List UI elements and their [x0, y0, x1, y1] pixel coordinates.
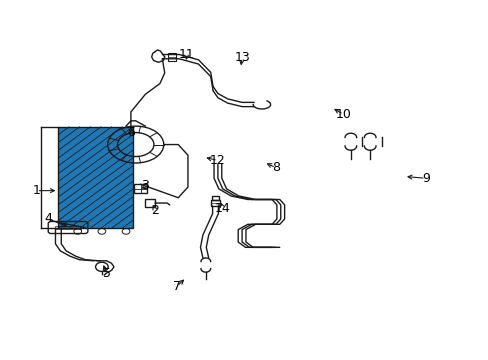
- Text: 9: 9: [421, 172, 429, 185]
- Bar: [168, 54, 176, 60]
- Text: 1: 1: [33, 184, 41, 197]
- Bar: [210, 200, 220, 206]
- Bar: [134, 184, 146, 193]
- Bar: [58, 127, 133, 228]
- Text: 12: 12: [210, 154, 225, 167]
- Bar: [58, 127, 133, 228]
- Text: 5: 5: [102, 267, 110, 280]
- Text: 3: 3: [141, 179, 149, 192]
- Text: 2: 2: [151, 204, 159, 217]
- Text: 14: 14: [214, 202, 230, 215]
- Bar: [212, 196, 219, 200]
- Text: 4: 4: [45, 212, 53, 225]
- Text: 7: 7: [172, 280, 181, 293]
- Text: 10: 10: [335, 108, 351, 121]
- Text: 8: 8: [271, 161, 279, 174]
- Text: 11: 11: [178, 48, 194, 61]
- Text: 13: 13: [234, 51, 249, 64]
- Text: 6: 6: [127, 126, 135, 139]
- Bar: [145, 199, 155, 207]
